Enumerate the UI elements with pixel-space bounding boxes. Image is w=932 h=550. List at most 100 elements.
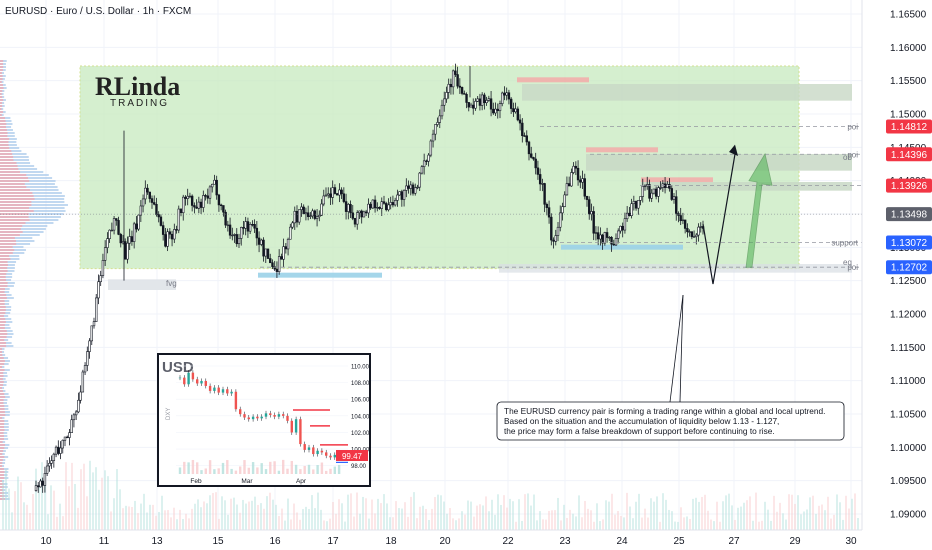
candle-body xyxy=(527,141,531,155)
profile-bar-red xyxy=(0,387,2,389)
inset-candle xyxy=(213,387,216,391)
profile-bar-red xyxy=(0,114,2,116)
volume-bar xyxy=(185,513,187,530)
volume-bar xyxy=(224,500,226,530)
candle-body xyxy=(215,179,218,196)
candle-body xyxy=(427,154,430,162)
volume-bar xyxy=(158,511,160,530)
candle-body xyxy=(291,222,294,228)
profile-bar-red xyxy=(0,288,5,290)
volume-bar xyxy=(458,518,460,530)
candle-body xyxy=(480,94,484,106)
profile-bar xyxy=(0,186,58,188)
candle-body xyxy=(630,203,633,216)
candle-body xyxy=(695,234,698,237)
candle-body xyxy=(356,212,359,225)
volume-bar xyxy=(455,520,457,530)
profile-bar-red xyxy=(0,126,6,128)
volume-bar xyxy=(332,502,334,530)
volume-bar xyxy=(26,504,28,530)
supply-zone-top xyxy=(522,84,852,101)
volume-bar xyxy=(74,483,76,530)
candle-body xyxy=(246,221,250,232)
volume-bar xyxy=(488,511,490,530)
candle-body xyxy=(688,231,691,233)
candle-body xyxy=(302,206,305,215)
candle-body xyxy=(579,179,582,183)
inset-volume xyxy=(329,468,332,474)
volume-bar xyxy=(182,519,184,530)
candle-body xyxy=(199,201,203,208)
overlays xyxy=(0,126,862,285)
volume-bar xyxy=(779,502,781,530)
time-tick: 11 xyxy=(99,536,110,547)
candle-body xyxy=(188,195,192,198)
volume-bar xyxy=(422,505,424,530)
candle-body xyxy=(648,184,651,199)
candle-body xyxy=(219,204,223,207)
volume-bar xyxy=(428,519,430,530)
candle-body xyxy=(52,453,56,461)
candle-body xyxy=(514,108,517,113)
volume-bar xyxy=(170,517,172,530)
candle-body xyxy=(74,411,78,416)
volume-bar xyxy=(539,511,541,530)
candle-body xyxy=(505,92,508,96)
volume-bar xyxy=(314,508,316,530)
candle-body xyxy=(382,201,386,204)
volume-bar xyxy=(722,501,724,530)
profile-bar-red xyxy=(0,306,6,308)
candle-body xyxy=(182,196,185,214)
candle-body xyxy=(385,203,388,211)
candle-body xyxy=(148,191,151,199)
volume-bar xyxy=(443,501,445,530)
candle-body xyxy=(561,206,564,214)
volume-bar xyxy=(218,518,220,530)
candle-body xyxy=(255,227,259,239)
profile-bar-red xyxy=(0,264,9,266)
candle-body xyxy=(556,226,560,236)
volume-bar xyxy=(215,492,217,530)
volume-bar xyxy=(509,498,511,530)
profile-bar-red xyxy=(0,402,4,404)
volume-bar xyxy=(104,470,106,530)
candle-body xyxy=(340,189,343,195)
volume-bar xyxy=(146,512,148,530)
volume-bar xyxy=(239,512,241,530)
profile-bar xyxy=(0,375,8,377)
candle-body xyxy=(264,248,267,257)
profile-bar-red xyxy=(0,273,7,275)
time-tick: 20 xyxy=(439,536,451,547)
volume-bar xyxy=(725,495,727,530)
volume-bar xyxy=(785,519,787,530)
volume-bar xyxy=(140,503,142,530)
price-tick: 1.11500 xyxy=(890,343,926,354)
candle-body xyxy=(99,275,102,283)
profile-bar xyxy=(0,345,14,347)
volume-bar xyxy=(134,500,136,530)
inset-candle xyxy=(204,380,207,386)
profile-bar-red xyxy=(0,477,5,479)
profile-bar-red xyxy=(0,366,3,368)
candle-body xyxy=(641,185,644,197)
profile-bar-red xyxy=(0,207,30,209)
profile-bar xyxy=(0,216,61,218)
candle-body xyxy=(137,214,140,230)
volume-bar xyxy=(41,462,43,530)
candle-body xyxy=(251,224,254,226)
volume-bar xyxy=(68,486,70,530)
profile-bar-red xyxy=(0,138,10,140)
profile-bar-red xyxy=(0,291,5,293)
volume-bar xyxy=(71,462,73,530)
volume-bar xyxy=(212,492,214,530)
inset-volume xyxy=(178,467,182,474)
time-tick: 10 xyxy=(40,536,52,547)
candle-body xyxy=(679,215,682,222)
candle-body xyxy=(518,119,522,124)
low-liquidity xyxy=(258,272,382,278)
inset-candle xyxy=(178,377,182,379)
volume-bar xyxy=(683,517,685,530)
candle-body xyxy=(54,446,58,455)
profile-bar xyxy=(0,261,17,263)
volume-bar xyxy=(716,501,718,530)
